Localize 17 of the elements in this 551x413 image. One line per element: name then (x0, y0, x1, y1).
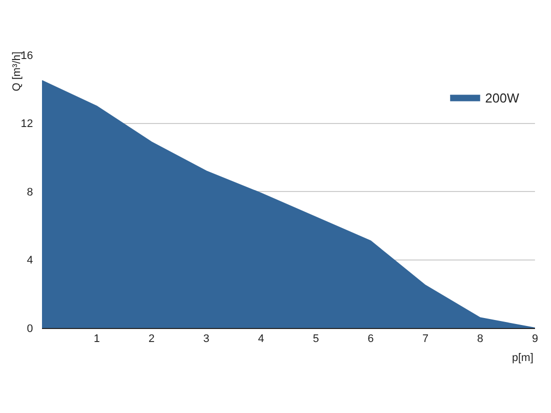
y-tick-label: 8 (26, 186, 33, 198)
x-tick-label: 3 (203, 333, 210, 346)
y-tick-label: 4 (26, 254, 33, 267)
x-tick-label: 8 (477, 333, 484, 346)
y-tick-label: 0 (26, 322, 33, 335)
legend-label: 200W (485, 90, 520, 106)
x-tick-label: 2 (148, 333, 155, 346)
y-axis-title: Q [m³/h] (11, 52, 24, 92)
x-tick-label: 6 (368, 333, 374, 346)
y-tick-label: 16 (20, 50, 33, 62)
x-tick-label: 1 (94, 333, 100, 346)
x-axis-title: p[m] (512, 352, 534, 364)
x-tick-label: 9 (532, 333, 538, 346)
y-tick-label: 12 (20, 118, 33, 130)
x-tick-label: 4 (258, 333, 264, 346)
x-tick-label: 5 (312, 333, 319, 346)
x-tick-label: 7 (422, 333, 429, 346)
